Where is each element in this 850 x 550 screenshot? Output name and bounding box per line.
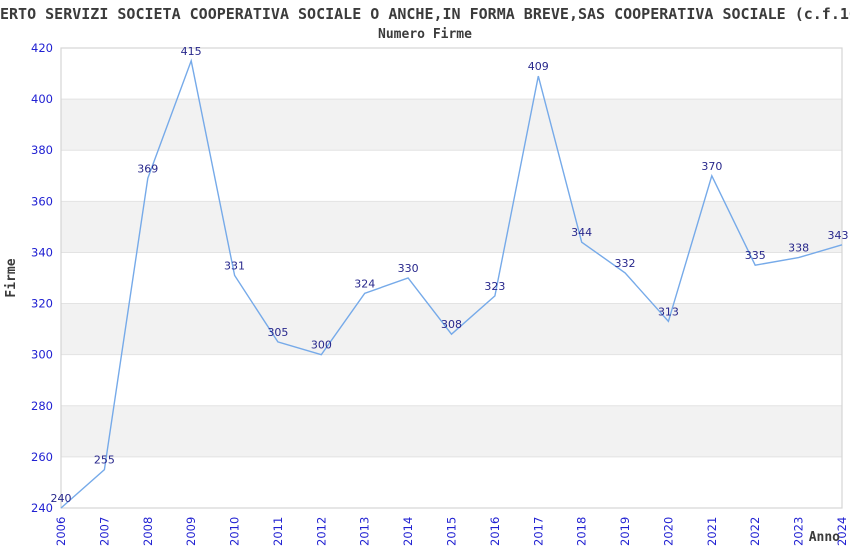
point-label: 308 — [441, 318, 462, 331]
series-line — [60, 58, 843, 509]
x-tick-label: 2019 — [618, 517, 632, 546]
x-tick-label: 2024 — [835, 517, 849, 546]
grid-band — [61, 201, 842, 253]
point-label: 324 — [354, 277, 375, 290]
chart-title: ERTO SERVIZI SOCIETA COOPERATIVA SOCIALE… — [0, 5, 850, 23]
y-tick-label: 240 — [31, 501, 53, 515]
point-label: 323 — [484, 280, 505, 293]
y-tick-label: 300 — [31, 348, 53, 362]
point-label: 330 — [398, 262, 419, 275]
point-label: 335 — [745, 249, 766, 262]
y-axis-title: Firme — [4, 258, 19, 297]
x-tick-label: 2018 — [575, 517, 589, 546]
x-tick-label: 2010 — [228, 517, 242, 546]
point-label: 344 — [571, 226, 592, 239]
point-label: 331 — [224, 259, 245, 272]
x-tick-label: 2020 — [661, 517, 675, 546]
x-tick-label: 2023 — [792, 517, 806, 546]
point-label: 343 — [828, 229, 849, 242]
x-tick-label: 2017 — [531, 517, 545, 546]
point-label: 409 — [528, 60, 549, 73]
point-label: 255 — [94, 454, 115, 467]
y-tick-label: 400 — [31, 92, 53, 106]
y-tick-label: 260 — [31, 450, 53, 464]
y-tick-label: 420 — [31, 41, 53, 55]
y-tick-label: 360 — [31, 194, 53, 208]
point-label: 338 — [788, 242, 809, 255]
point-label: 415 — [181, 45, 202, 58]
y-tick-label: 340 — [31, 245, 53, 259]
x-tick-label: 2012 — [314, 517, 328, 546]
x-tick-label: 2007 — [97, 517, 111, 546]
x-tick-label: 2015 — [445, 517, 459, 546]
point-label: 240 — [51, 492, 72, 505]
chart-subtitle: Numero Firme — [378, 27, 472, 42]
x-tick-label: 2009 — [184, 517, 198, 546]
y-tick-label: 280 — [31, 399, 53, 413]
x-tick-label: 2013 — [358, 517, 372, 546]
x-axis-title: Anno — [809, 530, 840, 545]
point-label: 332 — [615, 257, 636, 270]
x-tick-label: 2016 — [488, 517, 502, 546]
x-tick-label: 2022 — [748, 517, 762, 546]
x-tick-label: 2008 — [141, 517, 155, 546]
point-label: 370 — [701, 160, 722, 173]
y-tick-label: 380 — [31, 143, 53, 157]
grid-band — [61, 405, 842, 457]
plot-border — [60, 47, 843, 509]
point-label: 305 — [267, 326, 288, 339]
point-label: 300 — [311, 339, 332, 352]
grid-band — [61, 303, 842, 355]
grid-band — [61, 99, 842, 151]
x-tick-label: 2021 — [705, 517, 719, 546]
point-label: 369 — [137, 162, 158, 175]
x-tick-label: 2011 — [271, 517, 285, 546]
x-tick-label: 2006 — [54, 517, 68, 546]
y-tick-label: 320 — [31, 297, 53, 311]
point-label: 313 — [658, 305, 679, 318]
x-tick-label: 2014 — [401, 517, 415, 546]
